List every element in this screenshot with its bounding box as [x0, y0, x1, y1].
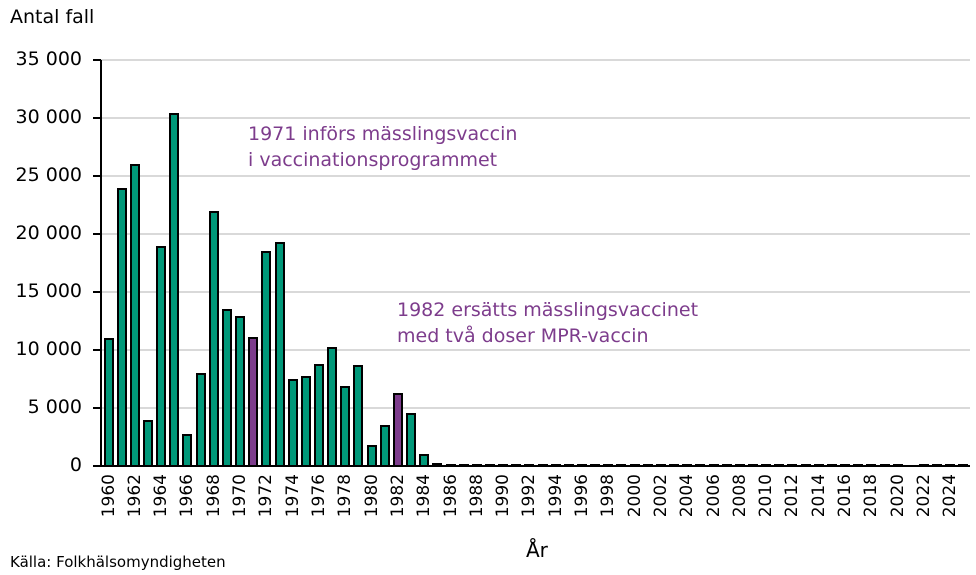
- bar-1984: [419, 454, 430, 466]
- x-tick-label: 1980: [361, 474, 382, 518]
- x-tick-label: 1986: [440, 474, 461, 518]
- x-tick-label: 1998: [598, 474, 619, 518]
- annotation-line: 1982 ersätts mässlingsvaccinet: [397, 299, 699, 321]
- y-tick-mark: [93, 175, 101, 177]
- gridline: [101, 233, 970, 235]
- annotation-line: 1971 införs mässlingsvaccin: [248, 123, 518, 145]
- x-tick-label: 1964: [151, 474, 172, 518]
- bar-1962: [129, 164, 140, 466]
- gridline: [101, 407, 970, 409]
- gridline: [101, 291, 970, 293]
- y-tick-mark: [93, 407, 101, 409]
- x-tick-label: 2006: [703, 474, 724, 518]
- bar-1970: [235, 316, 246, 466]
- bar-1967: [195, 373, 206, 466]
- source-note: Källa: Folkhälsomyndigheten: [10, 553, 226, 571]
- x-tick-label: 2014: [808, 474, 829, 518]
- x-tick-label: 1974: [282, 474, 303, 518]
- x-axis-line: [100, 465, 970, 467]
- bar-1972: [261, 251, 272, 466]
- x-tick-label: 2016: [835, 474, 856, 518]
- bar-1981: [379, 425, 390, 466]
- bar-1965: [169, 113, 180, 466]
- annotation-1982: 1982 ersätts mässlingsvaccinet med två d…: [397, 297, 698, 349]
- annotation-line: med två doser MPR-vaccin: [397, 325, 649, 347]
- y-tick-label: 0: [69, 454, 82, 476]
- x-axis-title: År: [526, 538, 548, 562]
- bar-1974: [287, 379, 298, 466]
- y-tick-label: 25 000: [15, 164, 82, 186]
- y-tick-mark: [93, 233, 101, 235]
- bar-1982: [392, 392, 403, 466]
- x-tick-label: 2008: [729, 474, 750, 518]
- x-tick-label: 1970: [230, 474, 251, 518]
- x-tick-label: 1972: [256, 474, 277, 518]
- gridline: [101, 175, 970, 177]
- x-tick-label: 1992: [519, 474, 540, 518]
- bar-1973: [274, 242, 285, 466]
- y-tick-mark: [93, 59, 101, 61]
- bar-1983: [406, 412, 417, 466]
- x-tick-label: 1976: [309, 474, 329, 518]
- x-tick-label: 2002: [650, 474, 671, 518]
- bar-1964: [156, 245, 167, 466]
- x-tick-label: 2020: [887, 474, 908, 518]
- x-tick-label: 1988: [466, 474, 487, 518]
- bar-1980: [366, 445, 377, 466]
- x-tick-label: 2022: [913, 474, 934, 518]
- y-tick-mark: [93, 117, 101, 119]
- x-tick-label: 1966: [177, 474, 198, 518]
- y-tick-label: 20 000: [15, 222, 82, 244]
- y-tick-label: 10 000: [15, 338, 82, 360]
- y-axis-title: Antal fall: [10, 6, 95, 28]
- bar-1963: [143, 419, 154, 466]
- bar-1971: [248, 337, 259, 466]
- bar-1966: [182, 433, 193, 466]
- x-tick-label: 1994: [545, 474, 566, 518]
- y-tick-mark: [93, 349, 101, 351]
- bar-1976: [314, 363, 324, 466]
- y-tick-mark: [93, 465, 101, 467]
- x-tick-label: 2004: [677, 474, 698, 518]
- x-tick-label: 1996: [572, 474, 593, 518]
- y-tick-label: 15 000: [15, 280, 82, 302]
- x-tick-label: 2010: [756, 474, 777, 518]
- y-tick-label: 5 000: [27, 396, 82, 418]
- x-tick-label: 1960: [98, 474, 119, 518]
- x-tick-label: 1962: [124, 474, 145, 518]
- x-tick-label: 2018: [861, 474, 882, 518]
- x-tick-label: 1984: [414, 474, 435, 518]
- bar-1985: [432, 462, 443, 466]
- y-axis-line: [100, 60, 102, 467]
- x-tick-label: 2000: [624, 474, 645, 518]
- bar-1977: [327, 346, 338, 466]
- gridline: [101, 117, 970, 119]
- gridline: [101, 349, 970, 351]
- x-tick-label: 1990: [493, 474, 514, 518]
- bar-1961: [116, 187, 127, 466]
- x-tick-label: 2024: [940, 474, 961, 518]
- x-tick-label: 1982: [387, 474, 408, 518]
- bar-1969: [221, 309, 232, 466]
- bar-1975: [300, 375, 311, 466]
- bar-1968: [208, 210, 219, 466]
- x-tick-label: 1968: [203, 474, 224, 518]
- bar-1978: [340, 385, 351, 466]
- annotation-1971: 1971 införs mässlingsvaccin i vaccinatio…: [248, 121, 517, 173]
- y-tick-label: 30 000: [15, 106, 82, 128]
- x-tick-label: 1978: [335, 474, 356, 518]
- gridline: [101, 59, 970, 61]
- y-tick-label: 35 000: [15, 48, 82, 70]
- annotation-line: i vaccinationsprogrammet: [248, 149, 498, 171]
- x-tick-label: 2012: [782, 474, 803, 518]
- bar-1960: [103, 338, 114, 466]
- y-tick-mark: [93, 291, 101, 293]
- bar-1979: [353, 365, 364, 466]
